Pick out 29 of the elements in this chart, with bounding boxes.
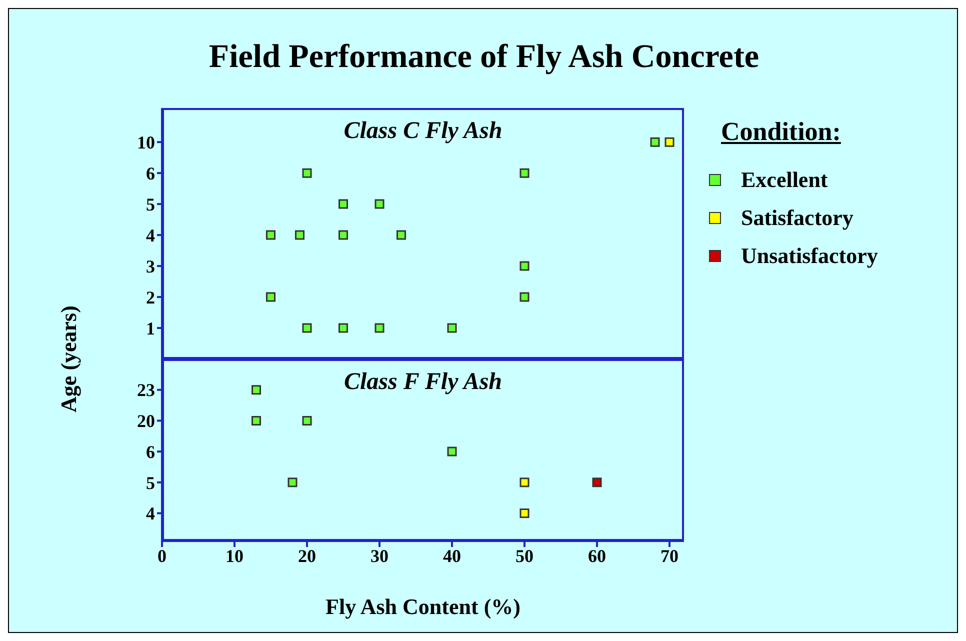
y-tick-label: 6 [146,163,155,184]
annotation: Class F Fly Ash [342,369,504,396]
x-tick-label: 70 [660,546,678,566]
x-axis-title: Fly Ash Content (%) [324,594,522,620]
y-tick-label: 20 [137,411,155,432]
x-tick-label: 50 [516,546,534,566]
y-tick-label: 23 [137,380,155,400]
y-tick-label: 1 [146,318,155,338]
y-tick-label: 5 [146,194,155,214]
y-tick-label: 10 [137,132,155,152]
y-tick-label: 3 [146,256,155,276]
legend-label: Excellent [741,167,828,193]
x-tick-label: 40 [443,546,461,566]
legend-label: Unsatisfactory [741,243,878,269]
y-tick-label: 5 [146,472,155,493]
y-tick-label: 4 [146,225,155,246]
legend-title: Condition: [721,117,842,147]
x-tick-label: 0 [158,546,166,566]
x-tick-label: 20 [298,546,316,566]
x-tick-label: 10 [226,546,244,566]
annotation: Class C Fly Ash [342,118,504,145]
y-tick-label: 4 [146,504,155,524]
y-axis-title: Age (years) [56,306,82,412]
chart-title: Field Performance of Fly Ash Concrete [208,39,760,76]
y-tick-label: 2 [146,287,155,308]
x-tick-label: 30 [370,546,388,566]
x-tick-label: 60 [588,546,606,566]
y-tick-label: 6 [146,442,155,462]
legend-label: Satisfactory [741,205,854,231]
